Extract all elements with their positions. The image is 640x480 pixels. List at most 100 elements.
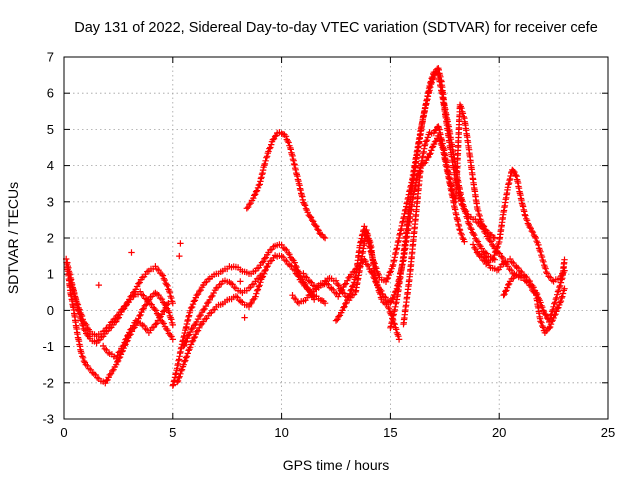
- data-point-mark: [159, 318, 166, 326]
- data-point-mark: [513, 263, 520, 271]
- data-point-mark: [363, 261, 371, 268]
- data-point-mark: [258, 271, 266, 278]
- data-point-mark: [193, 318, 200, 326]
- data-point-mark: [191, 333, 199, 341]
- data-point-mark: [422, 138, 430, 145]
- data-point-mark: [491, 249, 499, 256]
- data-point-mark: [546, 323, 554, 331]
- data-point-mark: [241, 314, 248, 321]
- data-point-mark: [182, 338, 189, 346]
- data-point-mark: [191, 297, 199, 304]
- data-point-mark: [538, 253, 546, 261]
- data-point-mark: [490, 255, 497, 262]
- data-point-mark: [541, 310, 549, 318]
- data-point-mark: [106, 371, 113, 379]
- data-point-mark: [182, 354, 190, 361]
- data-point-mark: [462, 208, 470, 215]
- data-point-mark: [163, 281, 170, 288]
- data-point-mark: [267, 144, 274, 151]
- data-point-mark: [334, 316, 341, 323]
- data-point-mark: [460, 113, 467, 120]
- data-point-mark: [176, 252, 183, 260]
- data-point-mark: [159, 272, 167, 279]
- data-point-mark: [77, 311, 85, 318]
- data-point-mark: [476, 212, 483, 220]
- data-point-mark: [308, 217, 316, 224]
- data-point-mark: [549, 306, 557, 314]
- data-point-mark: [154, 317, 162, 324]
- data-point-mark: [350, 279, 358, 286]
- series-track-e: [169, 241, 318, 389]
- data-point-mark: [527, 283, 535, 291]
- data-point-mark: [347, 287, 354, 294]
- data-point-mark: [185, 347, 192, 354]
- data-point-mark: [68, 282, 76, 290]
- data-point-mark: [178, 367, 185, 374]
- data-point-mark: [260, 258, 267, 265]
- data-point-mark: [332, 277, 340, 284]
- data-point-mark: [431, 127, 439, 134]
- data-point-mark: [139, 306, 146, 313]
- data-point-mark: [321, 300, 329, 307]
- data-point-mark: [255, 181, 263, 189]
- data-point-mark: [503, 287, 510, 294]
- data-point-mark: [263, 263, 270, 271]
- x-tick-label: 0: [60, 425, 67, 440]
- data-point-mark: [459, 110, 467, 117]
- data-point-mark: [371, 260, 378, 267]
- data-point-mark: [71, 289, 78, 296]
- data-point-mark: [387, 299, 394, 306]
- data-point-mark: [141, 302, 149, 309]
- data-point-mark: [107, 319, 115, 326]
- data-point-mark: [557, 297, 565, 305]
- data-point-mark: [126, 329, 133, 336]
- data-point-mark: [422, 141, 429, 148]
- data-point-mark: [175, 374, 182, 382]
- data-point-mark: [471, 232, 478, 239]
- data-point-mark: [524, 220, 532, 227]
- data-point-mark: [197, 311, 204, 319]
- data-point-mark: [268, 141, 275, 148]
- data-point-mark: [73, 300, 81, 307]
- data-point-mark: [237, 278, 244, 285]
- data-point-mark: [542, 265, 549, 272]
- grid-lines: [64, 57, 608, 419]
- data-point-mark: [193, 292, 200, 299]
- data-point-mark: [481, 226, 489, 233]
- data-point-mark: [84, 324, 91, 332]
- data-point-mark: [550, 303, 557, 310]
- data-point-mark: [81, 320, 89, 327]
- data-point-mark: [124, 332, 131, 340]
- data-point-mark: [290, 160, 298, 168]
- data-point-mark: [342, 300, 349, 307]
- data-point-mark: [160, 275, 167, 282]
- data-point-mark: [315, 227, 322, 234]
- data-point-mark: [345, 293, 353, 300]
- data-point-mark: [80, 325, 87, 333]
- data-point-mark: [113, 312, 121, 319]
- data-point-mark: [161, 307, 168, 314]
- y-tick-label: 6: [47, 86, 54, 101]
- data-point-mark: [118, 306, 125, 313]
- data-point-mark: [168, 294, 175, 302]
- data-point-mark: [247, 300, 254, 308]
- data-point-mark: [128, 325, 136, 332]
- data-point-mark: [558, 294, 565, 302]
- x-tick-labels: 0 5 10 15 20 25: [60, 425, 615, 440]
- data-point-mark: [252, 191, 259, 198]
- data-point-mark: [158, 271, 166, 278]
- data-point-mark: [261, 267, 268, 275]
- data-point-mark: [543, 268, 550, 276]
- data-point-mark: [458, 231, 465, 238]
- data-point-mark: [335, 313, 342, 320]
- data-point-mark: [426, 82, 433, 90]
- data-point-mark: [427, 79, 434, 86]
- data-point-mark: [188, 303, 196, 311]
- data-point-mark: [263, 154, 270, 161]
- data-point-mark: [187, 307, 194, 314]
- data-point-mark: [252, 293, 259, 300]
- data-point-mark: [548, 318, 556, 325]
- data-point-mark: [527, 225, 534, 232]
- data-point-mark: [187, 304, 195, 312]
